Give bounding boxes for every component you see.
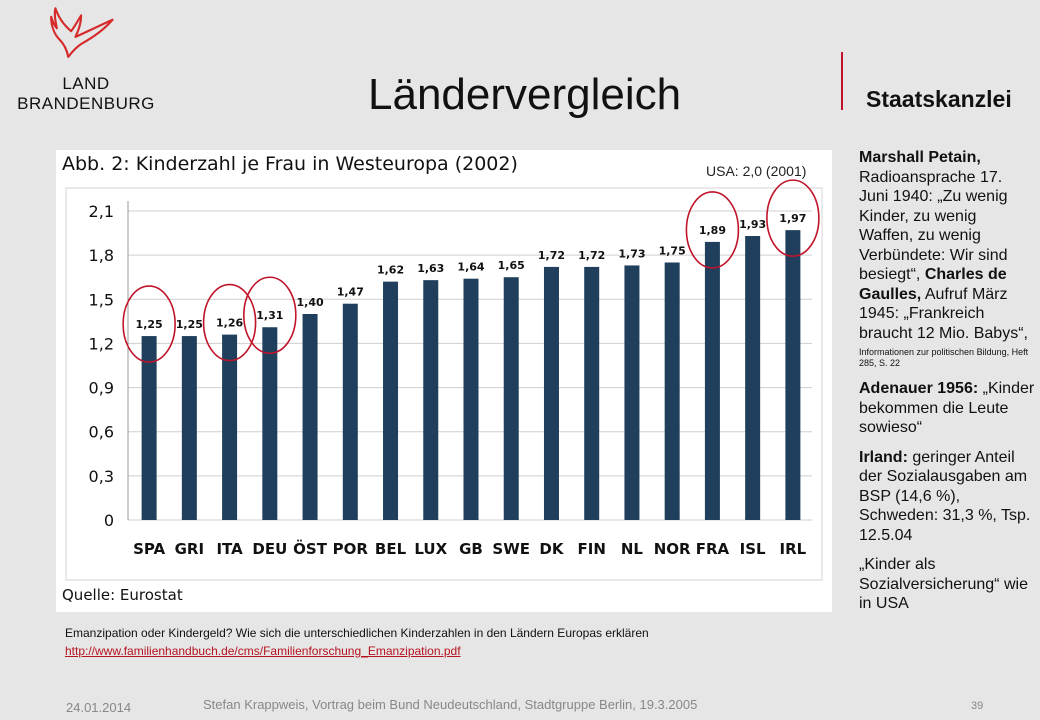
note-irland-label: Irland: <box>859 448 908 466</box>
highlight-circle-spa <box>122 285 176 363</box>
data-label: 1,72 <box>578 249 605 262</box>
x-tick-label: GB <box>459 540 483 558</box>
note-irland-text: geringer Anteil der Sozialausgaben am BS… <box>859 448 1031 544</box>
x-tick-label: LUX <box>414 540 447 558</box>
x-tick-label: BEL <box>375 540 407 558</box>
data-label: 1,73 <box>618 247 645 260</box>
y-tick-label: 1,5 <box>89 290 114 309</box>
chart-source: Quelle: Eurostat <box>62 586 183 604</box>
x-tick-label: DEU <box>252 540 287 558</box>
x-tick-label: NL <box>621 540 644 558</box>
bar-deu <box>262 327 278 520</box>
x-tick-label: NOR <box>654 540 691 558</box>
bar-gri <box>181 336 197 520</box>
data-label: 1,72 <box>538 249 565 262</box>
chart-panel: Abb. 2: Kinderzahl je Frau in Westeuropa… <box>56 150 832 612</box>
highlight-circle-ita <box>202 283 257 362</box>
quote-text-degaulle: Aufruf März 1945: „Frankreich braucht 12… <box>859 285 1028 342</box>
x-tick-label: ISL <box>740 540 766 558</box>
bar-gb <box>463 278 479 520</box>
x-tick-label: ÖST <box>293 539 328 558</box>
usa-note: USA: 2,0 (2001) <box>706 163 807 179</box>
x-tick-label: FRA <box>696 540 730 558</box>
logo-text-land: LAND <box>62 74 110 93</box>
data-label: 1,75 <box>659 245 686 258</box>
eagle-icon <box>50 7 114 58</box>
bar-isl <box>745 236 761 520</box>
y-tick-label: 0,6 <box>89 423 114 442</box>
brandenburg-eagle-logo <box>50 7 114 58</box>
bar-spa <box>141 336 157 520</box>
x-tick-label: GRI <box>175 540 204 558</box>
bar-öst <box>302 314 318 520</box>
quote-author-adenauer: Adenauer 1956: <box>859 380 979 397</box>
x-tick-label: IRL <box>780 540 807 558</box>
data-label: 1,47 <box>337 286 364 299</box>
data-label: 1,89 <box>699 224 726 237</box>
y-tick-label: 0 <box>104 511 114 530</box>
bar-bel <box>383 281 399 520</box>
x-tick-label: SPA <box>133 540 165 558</box>
data-label: 1,26 <box>216 317 243 330</box>
bar-nl <box>624 265 640 520</box>
data-label: 1,62 <box>377 264 404 277</box>
chart-title: Abb. 2: Kinderzahl je Frau in Westeuropa… <box>62 153 518 175</box>
footer-author: Stefan Krappweis, Vortrag beim Bund Neud… <box>203 697 698 712</box>
quotes-column: Marshall Petain, Radioansprache 17. Juni… <box>859 148 1035 624</box>
caption-text: Emanzipation oder Kindergeld? Wie sich d… <box>65 626 649 640</box>
x-tick-label: SWE <box>492 540 530 558</box>
page-number: 39 <box>971 700 984 712</box>
caption-link[interactable]: http://www.familienhandbuch.de/cms/Famil… <box>65 644 461 658</box>
header-divider <box>841 52 843 110</box>
y-tick-label: 1,2 <box>89 334 114 353</box>
data-label: 1,65 <box>498 259 525 272</box>
logo-text-brandenburg: BRANDENBURG <box>17 94 155 113</box>
y-tick-label: 0,3 <box>89 467 114 486</box>
data-label: 1,40 <box>296 296 323 309</box>
quote-source: Informationen zur politischen Bildung, H… <box>859 347 1029 368</box>
data-label: 1,63 <box>417 262 444 275</box>
x-tick-label: POR <box>333 540 369 558</box>
bar-lux <box>423 280 439 520</box>
highlight-circle-irl <box>766 179 820 257</box>
quote-author-degaulle: Charles de Gaulles, <box>859 266 1007 303</box>
data-label: 1,93 <box>739 218 766 231</box>
quote-adenauer: Adenauer 1956: „Kinder bekommen die Leut… <box>859 379 1035 438</box>
data-label: 1,25 <box>136 318 163 331</box>
bar-fin <box>584 266 600 520</box>
quote-text-adenauer: „Kinder bekommen die Leute sowieso“ <box>859 380 1035 436</box>
bar-dk <box>543 266 559 520</box>
bar-swe <box>503 277 519 520</box>
bar-irl <box>785 230 801 520</box>
note-usa-insurance: „Kinder als Sozialversicherung“ wie in U… <box>859 556 1028 612</box>
x-tick-label: DK <box>539 540 564 558</box>
bar-por <box>342 303 358 520</box>
bar-nor <box>664 262 680 520</box>
bar-ita <box>222 334 238 520</box>
y-tick-label: 2,1 <box>89 202 114 221</box>
highlight-circle-fra <box>685 191 740 269</box>
data-label: 1,97 <box>779 212 806 225</box>
page-title: Ländervergleich <box>368 70 682 119</box>
note-irland: Irland: geringer Anteil der Sozialausgab… <box>859 448 1035 546</box>
y-tick-label: 0,9 <box>89 379 114 398</box>
data-label: 1,64 <box>457 261 484 274</box>
quote-text-petain: Radioansprache 17. Juni 1940: „Zu wenig … <box>859 168 1008 284</box>
footer-date: 24.01.2014 <box>66 700 132 715</box>
highlight-circle-deu <box>243 276 297 355</box>
quote-petain-degaulle: Marshall Petain, Radioansprache 17. Juni… <box>859 148 1035 343</box>
plot-frame <box>65 187 823 581</box>
org-name: Staatskanzlei <box>866 86 1012 112</box>
x-tick-label: ITA <box>216 540 243 558</box>
x-tick-label: FIN <box>578 540 606 558</box>
data-label: 1,25 <box>176 318 203 331</box>
data-label: 1,31 <box>256 309 283 322</box>
bar-chart: Abb. 2: Kinderzahl je Frau in Westeuropa… <box>62 153 823 604</box>
quote-author-petain: Marshall Petain, <box>859 149 981 166</box>
bar-fra <box>704 241 720 520</box>
y-tick-label: 1,8 <box>89 246 114 265</box>
